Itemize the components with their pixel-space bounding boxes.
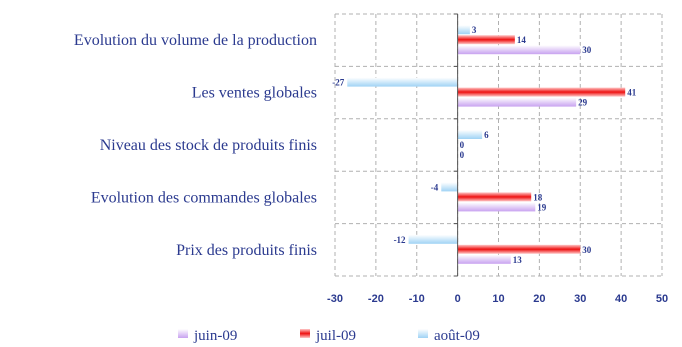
x-tick-label: 0	[455, 293, 461, 305]
x-tick-label: -30	[327, 293, 343, 305]
data-label: 0	[460, 140, 465, 150]
data-label: 41	[627, 88, 637, 98]
bar-juin09-4	[457, 254, 511, 264]
data-label: 30	[582, 245, 592, 255]
data-label: 0	[460, 150, 465, 160]
bar-aot09-1	[347, 77, 458, 87]
bar-juin09-1	[457, 97, 577, 107]
bar-aot09-4	[408, 234, 458, 244]
legend-swatch	[300, 329, 310, 338]
labels: 3 14 30 Evolution du volume de la productio…	[74, 25, 668, 305]
data-label: 13	[513, 255, 523, 265]
data-label: -27	[332, 78, 344, 88]
data-label: 3	[472, 25, 477, 35]
bar-juil09-3	[457, 192, 532, 202]
bar-juil09-4	[457, 244, 581, 254]
data-label: 29	[578, 98, 588, 108]
legend-swatch	[178, 329, 188, 338]
x-tick-label: 20	[533, 293, 545, 305]
axes	[453, 13, 459, 277]
legend-label: août-09	[434, 328, 480, 344]
bar-juil09-0	[457, 35, 515, 45]
bar-juil09-1	[457, 87, 626, 97]
bars	[347, 25, 626, 264]
data-label: -12	[394, 235, 406, 245]
legend-label: juin-09	[193, 328, 237, 344]
x-tick-label: 40	[615, 293, 627, 305]
bar-aot09-3	[441, 182, 458, 192]
data-label: 18	[533, 192, 543, 202]
bar-juin09-3	[457, 202, 536, 212]
category-label: Evolution du volume de la production	[74, 32, 317, 49]
data-label: 6	[484, 130, 489, 140]
x-tick-label: -20	[368, 293, 384, 305]
x-tick-label: 30	[574, 293, 586, 305]
data-label: 19	[537, 202, 547, 212]
bar-juin09-0	[457, 45, 581, 55]
data-label: 14	[517, 35, 527, 45]
bar-aot09-0	[457, 25, 470, 35]
data-label: 30	[582, 45, 592, 55]
data-label: -4	[431, 182, 439, 192]
category-label: Evolution des commandes globales	[91, 189, 317, 206]
bar-aot09-2	[457, 130, 483, 139]
x-tick-label: 50	[656, 293, 668, 305]
legend-swatch	[418, 329, 428, 338]
category-label: Les ventes globales	[192, 85, 317, 102]
legend-label: juil-09	[315, 328, 356, 344]
x-tick-label: 10	[492, 293, 504, 305]
x-tick-label: -10	[409, 293, 425, 305]
category-label: Prix des produits finis	[176, 242, 317, 259]
legend: juin-09 juil-09 août-09	[178, 328, 480, 344]
category-label: Niveau des stock de produits finis	[100, 137, 317, 154]
